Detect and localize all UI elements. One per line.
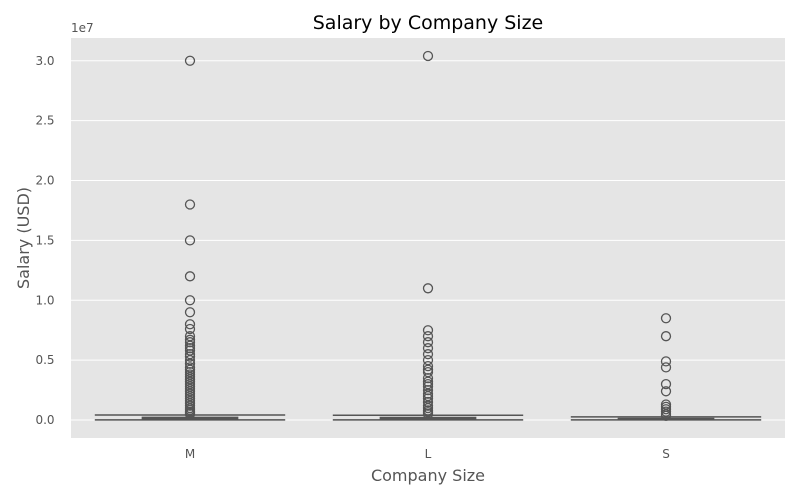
box-L [332,50,524,421]
outlier-point [660,386,672,397]
outlier-point [660,313,672,324]
outlier-point [184,319,196,330]
outlier-point [184,199,196,210]
outlier-point [422,337,434,348]
outlier-point [422,50,434,62]
outlier-point [422,349,434,360]
boxes [94,50,762,421]
x-tick-label: L [425,447,432,461]
outlier-point [422,360,434,372]
outlier-point [184,235,196,246]
outlier-point [184,351,196,362]
y-tick-label: 0.0 [35,413,54,427]
outlier-point [422,283,434,294]
outlier-point [422,408,434,420]
box-S [570,313,762,421]
box-M [94,55,286,421]
x-tick-label: S [662,447,670,461]
y-tick-labels: 0.0 0.5 1.0 1.5 2.0 2.5 3.0 [35,54,54,427]
x-tick-label: M [185,447,195,461]
outlier-point [660,410,672,421]
y-axis-label: Salary (USD) [14,187,33,289]
outlier-point [422,331,434,342]
outlier-point [660,362,672,373]
outlier-point [422,343,434,354]
y-tick-label: 3.0 [35,54,54,68]
outlier-point [184,295,196,306]
outlier-point [184,307,196,318]
y-tick-label: 2.0 [35,174,54,188]
plot-area [71,38,785,438]
outlier-point [184,271,196,282]
outlier-point [660,331,672,342]
outlier-point [184,55,196,66]
outlier-point [184,408,196,420]
grid-lines [71,60,785,421]
y-offset-label: 1e7 [71,21,94,35]
y-tick-label: 1.5 [35,233,54,247]
outlier-point [660,378,672,390]
outlier-point [184,323,196,335]
x-axis-label: Company Size [371,466,485,485]
outlier-point [660,356,672,367]
chart-title: Salary by Company Size [313,12,544,34]
y-tick-label: 0.5 [35,353,54,367]
y-tick-label: 1.0 [35,293,54,307]
outlier-point [422,325,434,336]
y-tick-label: 2.5 [35,114,54,128]
